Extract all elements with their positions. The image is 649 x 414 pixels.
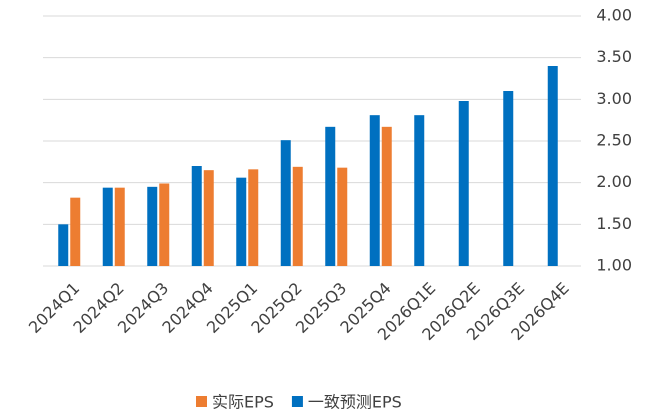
bar	[381, 126, 392, 266]
bar	[292, 166, 303, 266]
legend-label: 实际EPS	[212, 393, 274, 412]
bar	[191, 166, 202, 266]
bar	[102, 187, 113, 266]
bar	[248, 169, 259, 266]
legend-swatch	[291, 396, 303, 407]
bar	[325, 126, 336, 266]
bar	[458, 101, 469, 266]
bar	[503, 91, 514, 266]
bar	[280, 140, 291, 266]
bar	[337, 167, 348, 266]
bar	[58, 224, 69, 266]
bar	[159, 183, 170, 266]
bar	[414, 115, 425, 267]
bar	[114, 187, 125, 266]
bar	[547, 66, 558, 266]
y-tick-label: 3.50	[596, 47, 632, 66]
bar	[203, 170, 214, 266]
y-tick-label: 1.50	[596, 214, 632, 233]
y-tick-label: 2.50	[596, 131, 632, 150]
y-tick-label: 3.00	[596, 89, 632, 108]
bar	[369, 115, 380, 267]
bar	[147, 186, 158, 266]
y-tick-label: 4.00	[596, 6, 632, 25]
y-tick-label: 2.00	[596, 172, 632, 191]
y-tick-label: 1.00	[596, 256, 632, 275]
legend-swatch	[196, 396, 207, 407]
legend-label: 一致预测EPS	[308, 393, 402, 412]
bar	[236, 177, 247, 266]
bar	[70, 197, 81, 266]
